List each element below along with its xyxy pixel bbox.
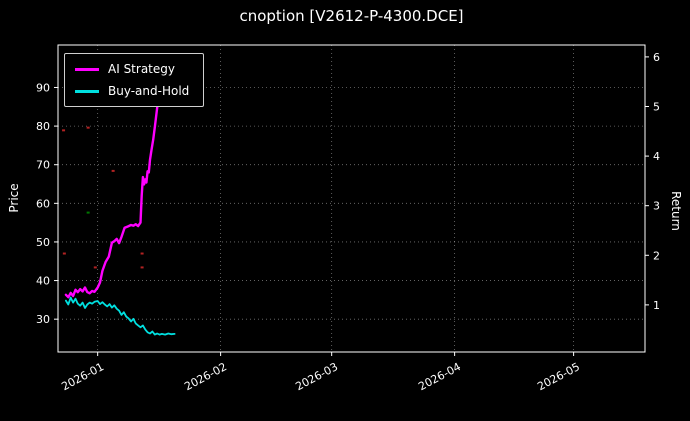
return-tick-label: 4: [653, 150, 660, 163]
legend-label-ai-strategy: AI Strategy: [108, 62, 175, 76]
x-tick-label: 2026-01: [59, 360, 106, 393]
legend-item-ai-strategy: AI Strategy: [75, 62, 189, 76]
price-tick-label: 40: [36, 275, 50, 288]
price-tick-label: 80: [36, 120, 50, 133]
x-tick-label: 2026-05: [535, 360, 582, 393]
trade-marker: [140, 252, 144, 255]
series-line-ai-strategy: [64, 75, 163, 299]
price-tick-label: 70: [36, 159, 50, 172]
trade-marker: [62, 252, 66, 255]
legend-item-buy-and-hold: Buy-and-Hold: [75, 84, 189, 98]
return-tick-label: 2: [653, 249, 660, 262]
trade-marker: [111, 169, 115, 172]
trade-marker: [86, 126, 90, 129]
x-tick-label: 2026-04: [416, 360, 463, 393]
trade-marker: [140, 266, 144, 269]
legend-label-buy-and-hold: Buy-and-Hold: [108, 84, 190, 98]
trade-marker: [62, 129, 66, 132]
series-line-buy-and-hold: [65, 296, 176, 336]
buy-and-hold-line-swatch: [75, 89, 99, 93]
return-tick-label: 6: [653, 51, 660, 64]
ai-strategy-line-swatch: [75, 67, 99, 71]
return-tick-label: 3: [653, 200, 660, 213]
chart-title: cnoption [V2612-P-4300.DCE]: [239, 7, 464, 25]
plot-border: [57, 44, 646, 353]
price-tick-label: 90: [36, 81, 50, 94]
price-tick-label: 30: [36, 313, 50, 326]
trade-marker: [86, 211, 90, 214]
price-tick-label: 50: [36, 236, 50, 249]
x-tick-label: 2026-02: [182, 360, 229, 393]
x-tick-label: 2026-03: [293, 360, 340, 393]
price-tick-label: 60: [36, 197, 50, 210]
return-tick-label: 1: [653, 299, 660, 312]
return-tick-label: 5: [653, 100, 660, 113]
trade-marker: [93, 266, 97, 269]
legend: AI Strategy Buy-and-Hold: [64, 53, 205, 107]
